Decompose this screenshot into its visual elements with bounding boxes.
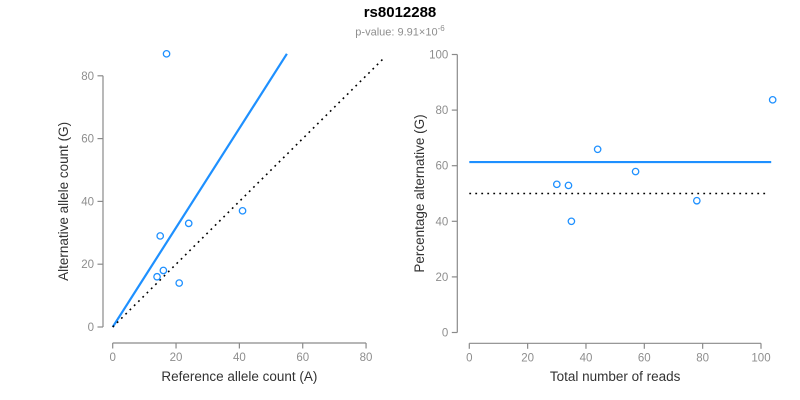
data-point [552, 180, 561, 189]
x-tick-label: 60 [296, 352, 309, 364]
y-tick-label: 60 [81, 134, 94, 146]
x-tick-label: 20 [521, 352, 534, 364]
y-tick-label: 0 [88, 322, 94, 334]
y-tick-label: 80 [81, 71, 94, 83]
x-axis-label: Total number of reads [550, 369, 681, 384]
data-point [593, 145, 602, 154]
x-tick-label: 100 [751, 352, 770, 364]
y-tick-label: 100 [429, 50, 448, 62]
y-tick-label: 80 [436, 105, 449, 117]
x-tick-label: 0 [109, 352, 115, 364]
identity-line [112, 56, 386, 328]
data-point [159, 266, 168, 275]
x-tick-label: 80 [696, 352, 709, 364]
data-point [768, 95, 777, 104]
y-tick-label: 40 [81, 196, 94, 208]
y-tick-label: 60 [436, 161, 449, 173]
left-scatter-plot: 0 20 40 60 80 0 20 40 60 80 Reference allele count… [56, 49, 386, 384]
fit-line [111, 53, 288, 328]
y-tick-label: 20 [436, 272, 449, 284]
data-point [238, 206, 247, 215]
y-tick-label: 20 [81, 259, 94, 271]
y-tick-label: 0 [442, 328, 448, 340]
x-tick-label: 20 [170, 352, 183, 364]
x-axis-label: Reference allele count (A) [161, 369, 317, 384]
data-point [156, 232, 165, 240]
y-axis-label: Percentage alternative (G) [412, 114, 427, 272]
data-point [153, 272, 161, 281]
y-axis-label: Alternative allele count (G) [56, 122, 71, 281]
data-point [564, 181, 573, 190]
data-point [631, 167, 640, 176]
x-tick-label: 0 [466, 352, 472, 364]
x-tick-label: 40 [233, 352, 246, 364]
y-tick-label: 40 [436, 216, 449, 228]
x-tick-label: 80 [360, 352, 373, 364]
data-point [162, 49, 171, 58]
data-point [175, 279, 184, 287]
x-tick-label: 60 [638, 352, 651, 364]
data-point [567, 217, 576, 226]
x-tick-label: 40 [580, 352, 593, 364]
data-point [692, 196, 701, 205]
data-point [184, 219, 193, 228]
right-scatter-plot: 0 20 40 60 80 100 0 20 40 60 80 100 Total number of … [412, 50, 777, 384]
